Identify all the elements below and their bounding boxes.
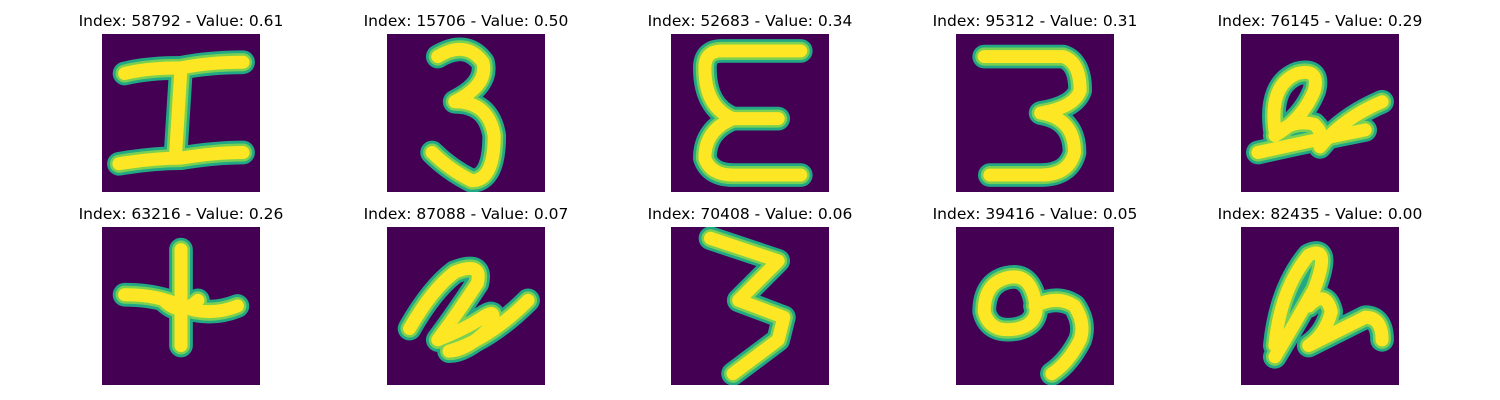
- digit-image: [956, 227, 1114, 385]
- digit-2-glyph: [1241, 227, 1399, 385]
- digit-image: [102, 34, 260, 192]
- digit-i-glyph: [102, 34, 260, 192]
- panel-title: Index: 95312 - Value: 0.31: [932, 12, 1138, 30]
- panel-title: Index: 58792 - Value: 0.61: [78, 12, 284, 30]
- digit-3-glyph: [387, 34, 545, 192]
- panel-title: Index: 87088 - Value: 0.07: [363, 205, 569, 223]
- digit-image: [1241, 227, 1399, 385]
- digit-image: [956, 34, 1114, 192]
- panel-title: Index: 76145 - Value: 0.29: [1217, 12, 1423, 30]
- digit-2-glyph: [1241, 34, 1399, 192]
- panel-title: Index: 52683 - Value: 0.34: [647, 12, 853, 30]
- digit-image: [387, 227, 545, 385]
- digit-image: [387, 34, 545, 192]
- panel-title: Index: 63216 - Value: 0.26: [78, 205, 284, 223]
- digit-3-glyph: [956, 34, 1114, 192]
- panel-title: Index: 15706 - Value: 0.50: [363, 12, 569, 30]
- digit-plus-glyph: [102, 227, 260, 385]
- digit-image: [671, 227, 829, 385]
- digit-image: [1241, 34, 1399, 192]
- digit-image: [671, 34, 829, 192]
- panel-title: Index: 70408 - Value: 0.06: [647, 205, 853, 223]
- panel-title: Index: 39416 - Value: 0.05: [932, 205, 1138, 223]
- panel-title: Index: 82435 - Value: 0.00: [1217, 205, 1423, 223]
- digit-3-glyph: [671, 227, 829, 385]
- digit-2-glyph: [387, 227, 545, 385]
- digit-image: [102, 227, 260, 385]
- digit-9-glyph: [956, 227, 1114, 385]
- digit-e-glyph: [671, 34, 829, 192]
